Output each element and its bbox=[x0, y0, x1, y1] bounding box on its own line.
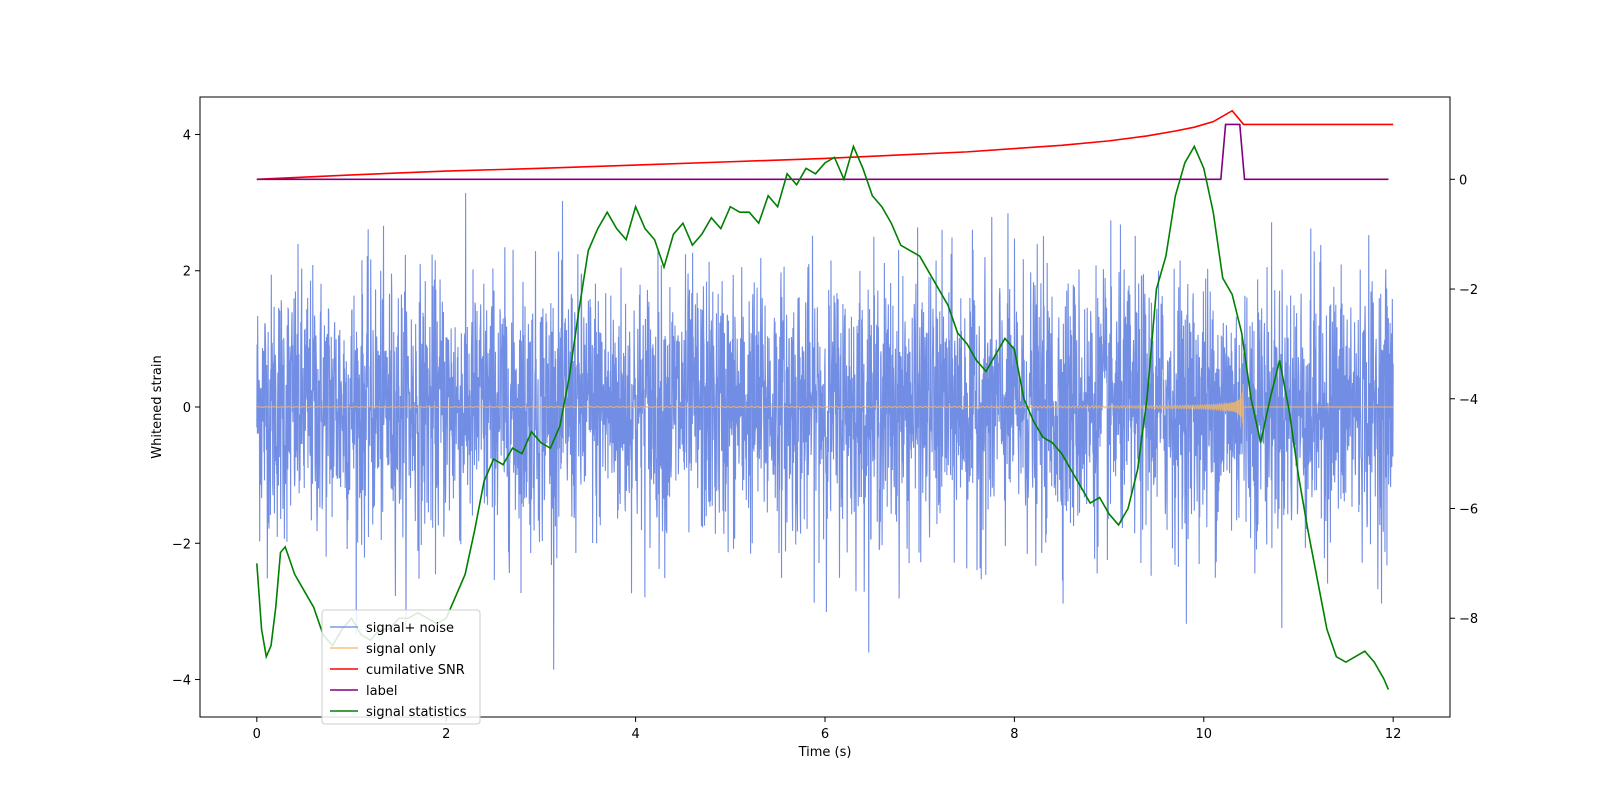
legend-label-signal-only: signal only bbox=[366, 642, 436, 657]
legend: signal+ noise signal only cumilative SNR la… bbox=[321, 609, 481, 725]
legend-label-cumilative-snr: cumilative SNR bbox=[366, 663, 465, 678]
legend-box bbox=[321, 609, 481, 725]
y-axis-label: Whitened strain bbox=[150, 355, 165, 458]
y-right-tick-label: −6 bbox=[1459, 503, 1478, 518]
y-left-tick-label: −4 bbox=[172, 674, 191, 689]
series-label bbox=[256, 123, 1389, 181]
y-right-tick-label: −2 bbox=[1459, 283, 1478, 298]
legend-label-signal-statistics: signal statistics bbox=[366, 705, 467, 720]
x-tick-label: 6 bbox=[821, 727, 829, 742]
x-axis: 0 2 4 6 8 10 12 bbox=[253, 717, 1402, 742]
y-left-tick-label: −2 bbox=[172, 537, 191, 552]
series-cumilative-snr bbox=[256, 109, 1394, 181]
y-axis-left: −4 −2 0 2 4 bbox=[172, 128, 200, 689]
plot-area bbox=[256, 109, 1394, 690]
x-tick-label: 4 bbox=[631, 727, 639, 742]
y-right-tick-label: 0 bbox=[1459, 173, 1467, 188]
x-tick-label: 0 bbox=[253, 727, 261, 742]
y-right-tick-label: −8 bbox=[1459, 612, 1478, 627]
y-left-tick-label: 4 bbox=[183, 128, 191, 143]
y-left-tick-label: 2 bbox=[183, 265, 191, 280]
y-left-tick-label: 0 bbox=[183, 401, 191, 416]
series-signal-noise bbox=[256, 193, 1394, 670]
x-tick-label: 2 bbox=[442, 727, 450, 742]
x-tick-label: 8 bbox=[1010, 727, 1018, 742]
legend-label-signal-noise: signal+ noise bbox=[366, 621, 454, 636]
legend-label-label: label bbox=[366, 684, 397, 699]
series-signal-only bbox=[256, 384, 1394, 436]
y-axis-right: −8 −6 −4 −2 0 bbox=[1450, 173, 1478, 627]
y-right-tick-label: −4 bbox=[1459, 393, 1478, 408]
x-axis-label: Time (s) bbox=[798, 745, 852, 760]
x-tick-label: 12 bbox=[1385, 727, 1402, 742]
x-tick-label: 10 bbox=[1196, 727, 1213, 742]
